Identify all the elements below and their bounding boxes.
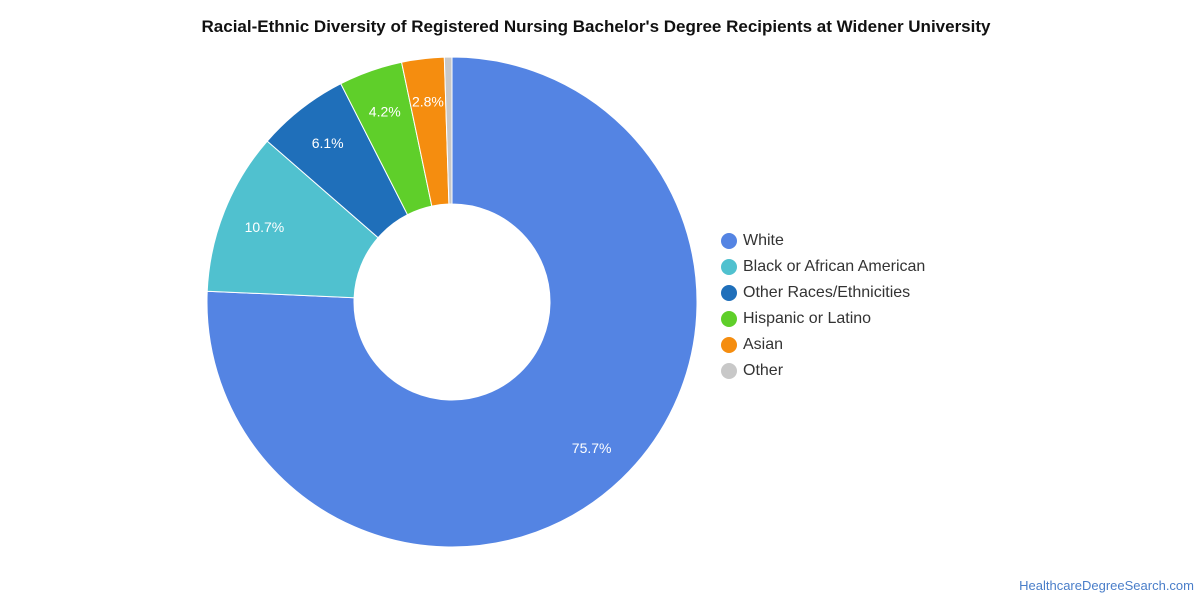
legend-swatch-icon xyxy=(721,259,737,275)
legend-label: Asian xyxy=(743,336,784,353)
legend-swatch-icon xyxy=(721,311,737,327)
legend-label: Black or African American xyxy=(743,258,926,275)
legend-item[interactable]: Black or African American xyxy=(721,254,925,280)
legend-label: Other Races/Ethnicities xyxy=(743,284,911,301)
legend-swatch-icon xyxy=(721,337,737,353)
legend-item[interactable]: Other Races/Ethnicities xyxy=(721,280,925,306)
slice-other[interactable] xyxy=(443,56,453,205)
slice-black-or-african-american[interactable] xyxy=(206,140,379,299)
slice-data-label: 10.7% xyxy=(245,219,285,235)
legend-swatch-icon xyxy=(721,363,737,379)
legend-label: Hispanic or Latino xyxy=(743,310,872,327)
chart-legend: White Black or African American Other Race… xyxy=(721,228,925,384)
legend-label: White xyxy=(743,232,784,249)
legend-swatch-icon xyxy=(721,285,737,301)
slice-data-label: 2.8% xyxy=(412,93,444,109)
legend-item[interactable]: Hispanic or Latino xyxy=(721,306,925,332)
source-link[interactable]: HealthcareDegreeSearch.com xyxy=(1019,578,1194,593)
chart-title: Racial-Ethnic Diversity of Registered Nu… xyxy=(201,17,991,36)
legend-item[interactable]: Other xyxy=(721,358,925,384)
legend-label: Other xyxy=(743,362,784,379)
legend-item[interactable]: Asian xyxy=(721,332,925,358)
legend-swatch-icon xyxy=(721,233,737,249)
slice-data-label: 75.7% xyxy=(572,440,612,456)
legend-item[interactable]: White xyxy=(721,228,925,254)
slice-data-label: 4.2% xyxy=(369,104,401,120)
slice-white[interactable] xyxy=(206,56,698,548)
slice-data-label: 6.1% xyxy=(312,135,344,151)
